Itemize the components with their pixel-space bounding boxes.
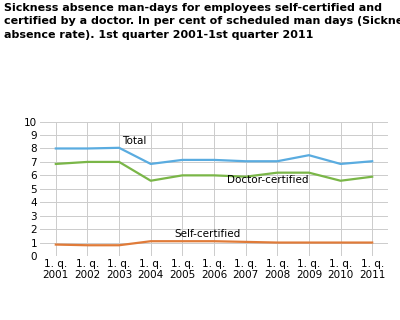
- Text: Self-certified: Self-certified: [174, 229, 241, 239]
- Text: Total: Total: [122, 136, 147, 146]
- Text: Sickness absence man-days for employees self-certified and
certified by a doctor: Sickness absence man-days for employees …: [4, 3, 400, 40]
- Text: Doctor-certified: Doctor-certified: [227, 175, 308, 185]
